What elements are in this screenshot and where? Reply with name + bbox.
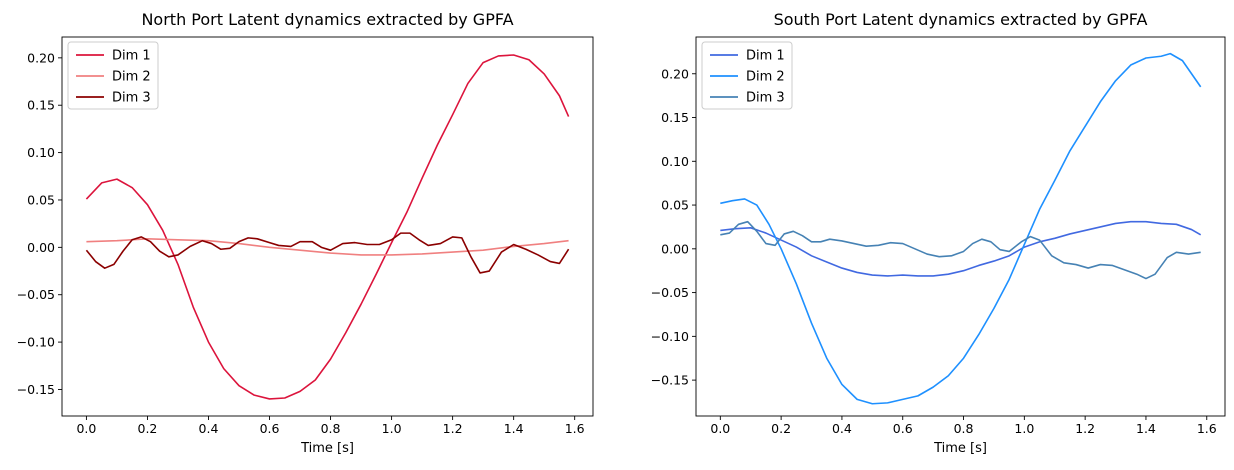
y-tick-label: −0.15 [651, 373, 689, 388]
series-line-dim-3 [720, 220, 1201, 280]
x-tick-label: 1.6 [565, 421, 585, 436]
x-tick-label: 0.8 [321, 421, 341, 436]
x-tick-label: 0.8 [954, 421, 974, 436]
chart-title: North Port Latent dynamics extracted by … [141, 10, 513, 29]
x-tick-label: 1.2 [443, 421, 463, 436]
x-tick-label: 1.6 [1197, 421, 1217, 436]
north-port-chart: North Port Latent dynamics extracted by … [17, 10, 594, 456]
x-tick-label: 0.6 [893, 421, 913, 436]
y-tick-label: 0.00 [27, 240, 55, 255]
y-tick-label: 0.05 [27, 192, 55, 207]
legend: Dim 1 Dim 2 Dim 3 [701, 41, 793, 110]
x-tick-label: 0.2 [771, 421, 791, 436]
y-tick-label: 0.10 [661, 154, 689, 169]
y-tick-label: 0.15 [27, 98, 55, 113]
y-tick-label: −0.05 [651, 285, 689, 300]
x-tick-label: 0.2 [138, 421, 158, 436]
x-tick-label: 0.0 [76, 421, 96, 436]
legend-label-dim-3: Dim 3 [112, 91, 151, 106]
south-port-chart: South Port Latent dynamics extracted by … [651, 10, 1226, 456]
legend: Dim 1 Dim 2 Dim 3 [67, 41, 159, 110]
x-tick-label: 0.6 [260, 421, 280, 436]
x-axis-label: Time [s] [933, 441, 987, 456]
y-tick-label: 0.00 [661, 241, 689, 256]
x-tick-label: 0.4 [199, 421, 219, 436]
legend-label-dim-1: Dim 1 [746, 49, 785, 64]
chart-title: South Port Latent dynamics extracted by … [774, 10, 1148, 29]
y-tick-label: −0.15 [17, 382, 55, 397]
x-tick-label: 1.4 [504, 421, 524, 436]
y-tick-label: −0.10 [17, 335, 55, 350]
y-tick-label: −0.10 [651, 329, 689, 344]
series-line-dim-3 [85, 232, 570, 274]
y-tick-label: 0.15 [661, 110, 689, 125]
y-tick-label: 0.05 [661, 198, 689, 213]
series-line-dim-2 [720, 52, 1202, 405]
y-tick-label: 0.10 [27, 145, 55, 160]
axes-frame [61, 36, 594, 417]
series-line-dim-2 [86, 238, 569, 256]
x-tick-label: 1.4 [1136, 421, 1156, 436]
legend-box [701, 41, 793, 110]
legend-label-dim-3: Dim 3 [746, 91, 785, 106]
legend-label-dim-2: Dim 2 [746, 70, 785, 85]
series-line-dim-1 [85, 54, 570, 400]
axes-frame [695, 36, 1226, 417]
x-tick-label: 0.0 [710, 421, 730, 436]
x-tick-label: 0.4 [832, 421, 852, 436]
y-tick-label: 0.20 [27, 50, 55, 65]
x-tick-label: 1.2 [1075, 421, 1095, 436]
series-line-dim-1 [720, 220, 1202, 277]
x-tick-label: 1.0 [382, 421, 402, 436]
y-tick-label: 0.20 [661, 66, 689, 81]
legend-box [67, 41, 159, 110]
x-tick-label: 1.0 [1014, 421, 1034, 436]
x-axis-label: Time [s] [300, 441, 354, 456]
legend-label-dim-2: Dim 2 [112, 70, 151, 85]
y-tick-label: −0.05 [17, 287, 55, 302]
legend-label-dim-1: Dim 1 [112, 49, 151, 64]
